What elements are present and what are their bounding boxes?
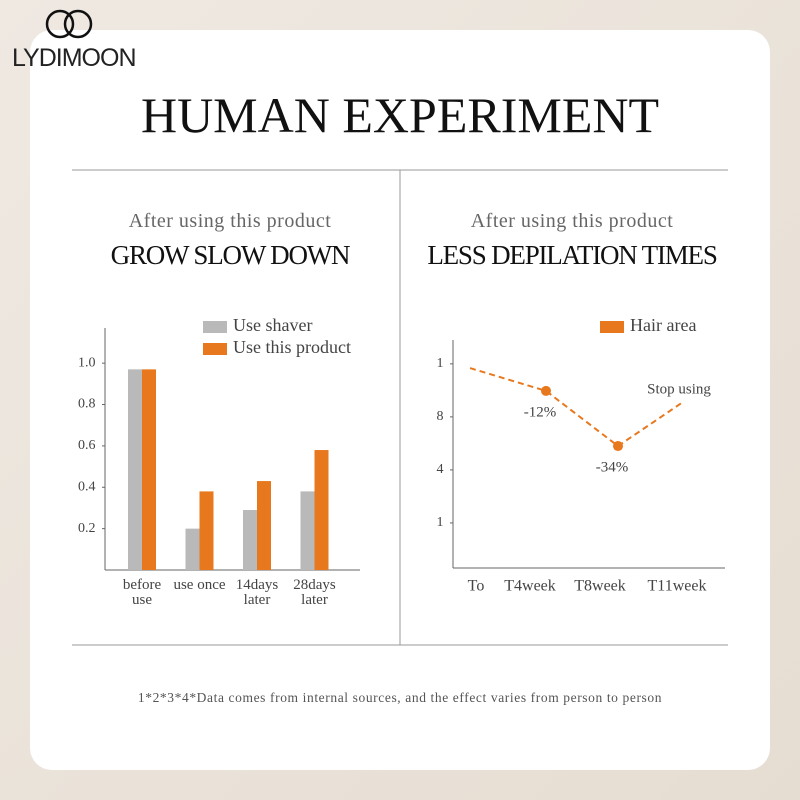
line	[469, 367, 684, 448]
x-tick-label: 14days later	[235, 577, 279, 608]
annotation: Stop using	[647, 381, 711, 397]
x-tick-label: before use	[122, 577, 162, 608]
y-tick-label: 1	[437, 515, 444, 530]
y-tick-label: 1	[437, 356, 444, 371]
bar	[257, 481, 271, 570]
legend-label: Use shaver	[233, 315, 312, 335]
marker	[541, 385, 551, 396]
brand: LYDIMOON	[12, 44, 136, 72]
y-tick-label: 0.6	[78, 438, 96, 453]
bar	[300, 491, 315, 570]
bar	[142, 369, 156, 570]
y-tick-label: 0.4	[78, 479, 96, 494]
legend-swatch	[203, 343, 227, 355]
x-tick-label: use once	[173, 577, 226, 593]
chart-subtitle: After using this product	[128, 210, 332, 232]
x-tick-label: T11week	[648, 578, 707, 595]
bar	[128, 369, 142, 570]
x-tick-label: T8week	[574, 578, 626, 595]
annotation: -12%	[524, 404, 557, 420]
chart-title: LESS DEPILATION TIMES	[427, 240, 718, 270]
y-tick-label: 0.8	[78, 397, 96, 412]
legend-swatch	[203, 321, 227, 333]
marker	[613, 441, 623, 452]
legend-swatch	[600, 321, 624, 333]
bar	[243, 510, 257, 570]
x-tick-label: T4week	[504, 578, 556, 595]
annotation: -34%	[596, 459, 629, 475]
chart-subtitle: After using this product	[470, 210, 674, 232]
y-tick-label: 8	[437, 409, 444, 424]
footnote: 1*2*3*4*Data comes from internal sources…	[137, 690, 663, 705]
legend-label: Use this product	[233, 337, 351, 357]
y-tick-label: 4	[437, 462, 444, 477]
x-tick-label: 28days later	[293, 577, 336, 608]
y-tick-label: 1.0	[78, 355, 96, 370]
y-tick-label: 0.2	[78, 521, 96, 536]
bar	[314, 450, 329, 570]
title: HUMAN EXPERIMENT	[140, 87, 660, 143]
bar	[199, 491, 214, 570]
legend-label: Hair area	[630, 315, 696, 335]
x-tick-label: To	[468, 578, 485, 595]
bar	[185, 528, 200, 570]
logo	[45, 9, 93, 39]
chart-title: GROW SLOW DOWN	[110, 240, 351, 270]
